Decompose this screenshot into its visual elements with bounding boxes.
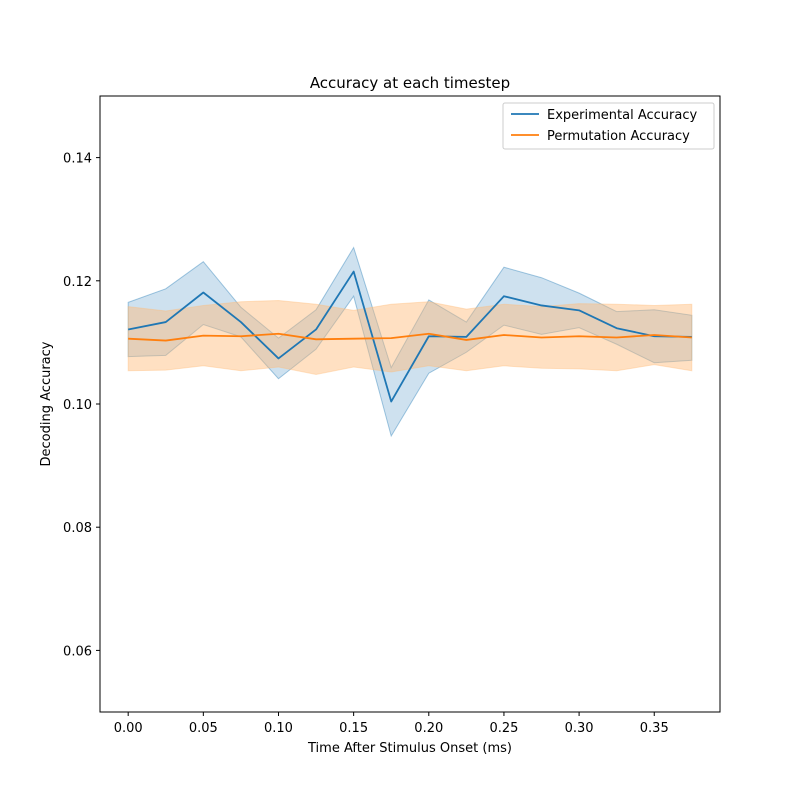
series-lines [128, 270, 692, 403]
chart-title: Accuracy at each timestep [310, 74, 510, 92]
legend-label-permutation: Permutation Accuracy [547, 129, 690, 144]
x-tick-label: 0.15 [339, 721, 368, 736]
x-axis-label: Time After Stimulus Onset (ms) [307, 741, 512, 756]
y-tick-label: 0.14 [63, 152, 92, 167]
legend: Experimental Accuracy Permutation Accura… [502, 102, 715, 150]
y-axis-ticks: 0.06 0.08 0.10 0.12 0.14 [63, 152, 100, 659]
x-tick-label: 0.00 [114, 721, 143, 736]
x-tick-label: 0.35 [640, 721, 669, 736]
y-axis-label: Decoding Accuracy [39, 341, 54, 466]
band-permutation [127, 300, 693, 375]
x-axis-ticks: 0.00 0.05 0.10 0.15 0.20 0.25 0.30 0.35 [114, 712, 669, 736]
y-tick-label: 0.06 [63, 644, 92, 659]
y-tick-label: 0.08 [63, 521, 92, 536]
legend-label-experimental: Experimental Accuracy [547, 108, 697, 123]
x-tick-label: 0.05 [189, 721, 218, 736]
band-experimental [127, 246, 693, 438]
x-tick-label: 0.30 [565, 721, 594, 736]
x-tick-label: 0.20 [414, 721, 443, 736]
series-line-permutation [128, 332, 692, 342]
legend-box [502, 102, 715, 150]
y-tick-label: 0.12 [63, 275, 92, 290]
series-line-experimental [128, 270, 692, 403]
x-tick-label: 0.10 [264, 721, 293, 736]
x-tick-label: 0.25 [489, 721, 518, 736]
confidence-bands [127, 246, 693, 438]
y-tick-label: 0.10 [63, 398, 92, 413]
